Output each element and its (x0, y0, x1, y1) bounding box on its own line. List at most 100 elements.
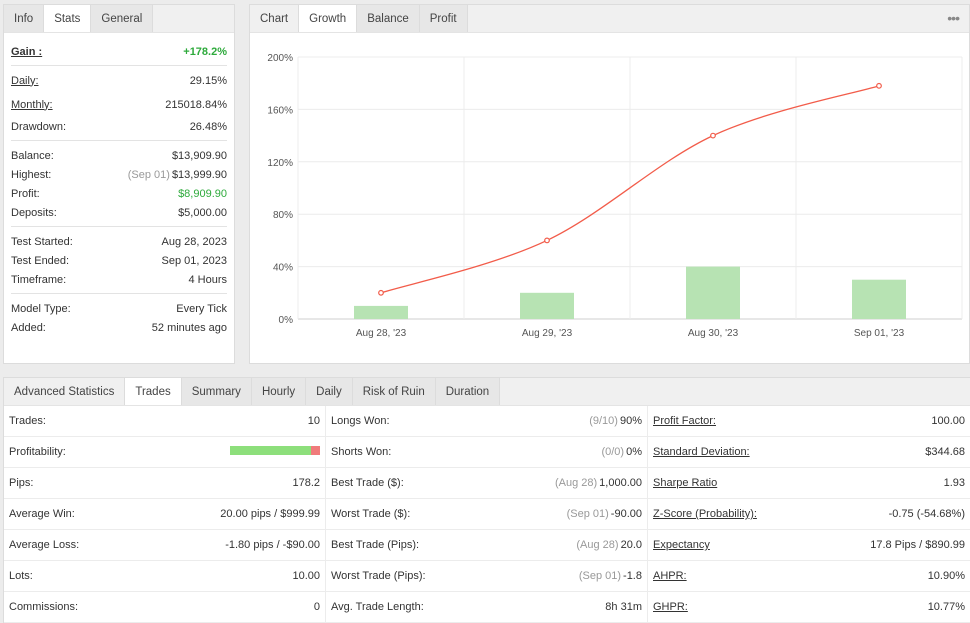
average-win-label: Average Win: (9, 508, 75, 520)
ellipsis-icon[interactable]: ••• (947, 10, 960, 26)
x-tick-label: Aug 28, '23 (356, 328, 407, 339)
lots-value-group: 10.00 (292, 570, 320, 582)
model-type-label: Model Type: (11, 302, 71, 315)
shorts-won-date: (0/0) (601, 446, 625, 458)
test-started-label: Test Started: (11, 235, 73, 248)
expectancy-value: 17.8 Pips / $890.99 (870, 539, 965, 551)
y-tick-label: 200% (267, 53, 293, 64)
y-tick-label: 120% (267, 158, 293, 169)
bar-mark (354, 305, 408, 319)
advanced-tab-advanced-statistics[interactable]: Advanced Statistics (4, 378, 126, 405)
z-score-probability-value: -0.75 (-54.68%) (888, 508, 965, 520)
money-group: Balance: $13,909.90 Highest: (Sep 01) $13,9… (11, 141, 227, 227)
stat-cell-profitability: Profitability: (4, 437, 326, 468)
lots-value: 10.00 (292, 570, 320, 582)
stats-tab-stats[interactable]: Stats (44, 5, 92, 32)
ahpr-label[interactable]: AHPR: (653, 570, 687, 582)
stats-panel: Info Stats General Gain : +178.2% Daily: 29.… (3, 4, 235, 364)
worst-trade-pips-date: (Sep 01) (578, 570, 622, 582)
y-tick-label: 40% (273, 263, 293, 274)
profit-factor-label[interactable]: Profit Factor: (653, 415, 716, 427)
advanced-tab-risk-of-ruin[interactable]: Risk of Ruin (352, 378, 436, 405)
worst-trade-pips-label: Worst Trade (Pips): (331, 570, 426, 582)
growth-line (380, 85, 880, 294)
highest-value: $13,999.90 (171, 168, 227, 181)
standard-deviation-value-group: $344.68 (925, 446, 965, 458)
average-win-value-group: 20.00 pips / $999.99 (220, 508, 320, 520)
pips-value-group: 178.2 (292, 477, 320, 489)
expectancy-label[interactable]: Expectancy (653, 539, 710, 551)
worst-trade-value-group: (Sep 01) -90.00 (567, 508, 642, 520)
stat-cell-avg-trade-length: Avg. Trade Length: 8h 31m (326, 592, 648, 623)
gain-group: Gain : +178.2% (11, 37, 227, 66)
y-tick-label: 0% (279, 315, 294, 326)
worst-trade-pips-value: -1.8 (623, 570, 642, 582)
best-trade-value-group: (Aug 28) 1,000.00 (555, 477, 642, 489)
best-trade-pips-value: 20.0 (620, 539, 642, 551)
sharpe-ratio-value: 1.93 (943, 477, 965, 489)
highest-label: Highest: (11, 168, 52, 181)
sharpe-ratio-label[interactable]: Sharpe Ratio (653, 477, 718, 489)
stat-cell-expectancy: Expectancy 17.8 Pips / $890.99 (648, 530, 970, 561)
x-tick-label: Aug 30, '23 (688, 328, 739, 339)
average-loss-label: Average Loss: (9, 539, 80, 551)
ghpr-label[interactable]: GHPR: (653, 601, 688, 613)
added-value: 52 minutes ago (151, 321, 227, 334)
stat-cell-lots: Lots: 10.00 (4, 561, 326, 592)
stat-cell-average-loss: Average Loss: -1.80 pips / -$90.00 (4, 530, 326, 561)
advanced-tab-daily[interactable]: Daily (306, 378, 353, 405)
advanced-tab-hourly[interactable]: Hourly (251, 378, 307, 405)
advanced-tab-duration[interactable]: Duration (435, 378, 501, 405)
avg-trade-length-value: 8h 31m (605, 601, 642, 613)
standard-deviation-label[interactable]: Standard Deviation: (653, 446, 750, 458)
profit-factor-value: 100.00 (931, 415, 965, 427)
stat-cell-average-win: Average Win: 20.00 pips / $999.99 (4, 499, 326, 530)
test-started-value: Aug 28, 2023 (161, 235, 227, 248)
trades-value-group: 10 (308, 415, 320, 427)
chart-tab-chart[interactable]: Chart (250, 5, 300, 32)
x-tick-label: Sep 01, '23 (854, 328, 905, 339)
average-loss-value-group: -1.80 pips / -$90.00 (225, 539, 320, 551)
z-score-probability-label[interactable]: Z-Score (Probability): (653, 508, 757, 520)
rate-group: Daily: 29.15% Monthly: 215018.84% Drawdown… (11, 66, 227, 141)
stat-cell-commissions: Commissions: 0 (4, 592, 326, 623)
best-trade-pips-date: (Aug 28) (576, 539, 619, 551)
stats-tabbar: Info Stats General (4, 5, 234, 33)
ahpr-value-group: 10.90% (928, 570, 965, 582)
stat-cell-pips: Pips: 178.2 (4, 468, 326, 499)
stat-cell-best-trade: Best Trade ($): (Aug 28) 1,000.00 (326, 468, 648, 499)
chart-tab-profit[interactable]: Profit (419, 5, 468, 32)
deposits-label: Deposits: (11, 206, 57, 219)
advanced-tab-summary[interactable]: Summary (181, 378, 252, 405)
stat-cell-standard-deviation: Standard Deviation: $344.68 (648, 437, 970, 468)
bar-mark (852, 279, 906, 319)
shorts-won-label: Shorts Won: (331, 446, 392, 458)
daily-label[interactable]: Daily: (11, 74, 39, 87)
stat-cell-worst-trade: Worst Trade ($): (Sep 01) -90.00 (326, 499, 648, 530)
stat-cell-trades: Trades: 10 (4, 406, 326, 437)
balance-label: Balance: (11, 149, 54, 162)
stat-cell-best-trade-pips: Best Trade (Pips): (Aug 28) 20.0 (326, 530, 648, 561)
chart-tab-growth[interactable]: Growth (299, 5, 358, 32)
standard-deviation-value: $344.68 (925, 446, 965, 458)
ghpr-value: 10.77% (927, 601, 965, 613)
stat-cell-shorts-won: Shorts Won: (0/0) 0% (326, 437, 648, 468)
advanced-tab-trades[interactable]: Trades (125, 378, 182, 405)
longs-won-label: Longs Won: (331, 415, 390, 427)
chart-tab-balance[interactable]: Balance (357, 5, 420, 32)
daily-value: 29.15% (189, 74, 227, 87)
stat-cell-worst-trade-pips: Worst Trade (Pips): (Sep 01) -1.8 (326, 561, 648, 592)
profitability-loss-bar (311, 446, 320, 455)
monthly-label[interactable]: Monthly: (11, 98, 53, 111)
stats-tab-general[interactable]: General (91, 5, 154, 32)
chart-panel: Chart Growth Balance Profit ••• 0% 40% 80% 120… (249, 4, 970, 364)
expectancy-value-group: 17.8 Pips / $890.99 (870, 539, 965, 551)
stats-tab-info[interactable]: Info (4, 5, 45, 32)
gain-label[interactable]: Gain : (11, 45, 43, 58)
best-trade-date: (Aug 28) (554, 477, 598, 489)
highest-date: (Sep 01) (127, 168, 170, 181)
test-group: Test Started: Aug 28, 2023 Test Ended: Sep… (11, 227, 227, 294)
profit-value: $8,909.90 (178, 187, 227, 200)
y-tick-label: 80% (273, 210, 293, 221)
longs-won-value-group: (9/10) 90% (589, 415, 642, 427)
